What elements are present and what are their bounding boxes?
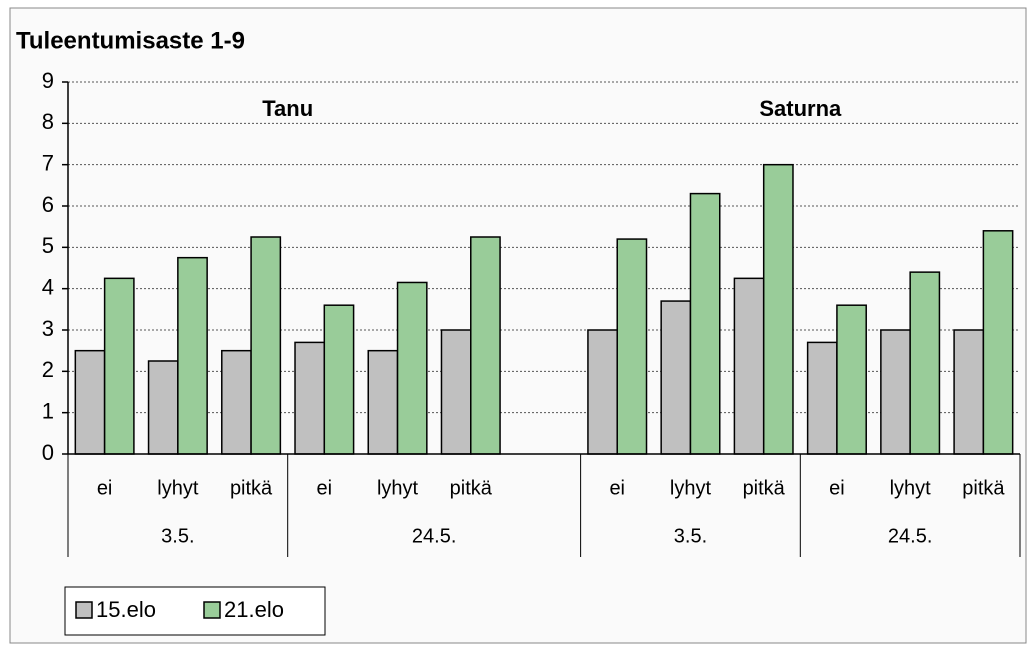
y-tick-label: 6 (42, 192, 54, 217)
y-tick-label: 4 (42, 274, 54, 299)
bar (294, 341, 326, 455)
y-tick-label: 9 (42, 68, 54, 93)
bar (762, 163, 794, 455)
y-tick-label: 0 (42, 440, 54, 465)
bar (880, 329, 911, 455)
bar (147, 360, 179, 455)
bar (367, 349, 399, 455)
x-tick-label: lyhyt (890, 477, 932, 499)
x-tick-label: lyhyt (157, 477, 199, 499)
y-tick-label: 7 (42, 150, 54, 175)
bar (177, 256, 208, 455)
chart-title: Tuleentumisaste 1-9 (16, 27, 245, 54)
bar (836, 304, 867, 455)
legend-swatch (203, 601, 221, 619)
bar (982, 230, 1014, 455)
x-tick-label: ei (317, 477, 333, 499)
bar (733, 277, 765, 455)
date-label: 3.5. (161, 525, 194, 547)
bar (616, 238, 648, 455)
bar (103, 277, 135, 455)
bar (74, 349, 106, 455)
x-tick-label: ei (609, 477, 625, 499)
bar (470, 236, 501, 455)
x-tick-label: pitkä (450, 477, 493, 499)
legend-label: 21.elo (224, 597, 284, 622)
bar (909, 271, 941, 455)
date-label: 24.5. (888, 525, 932, 547)
bar (953, 329, 985, 455)
site-label: Tanu (262, 96, 313, 121)
x-tick-label: pitkä (743, 477, 786, 499)
y-tick-label: 5 (42, 233, 54, 258)
x-tick-label: lyhyt (377, 477, 419, 499)
bar (660, 300, 692, 455)
y-tick-label: 1 (42, 398, 54, 423)
x-tick-label: ei (97, 477, 113, 499)
date-label: 24.5. (412, 525, 456, 547)
chart-area (9, 7, 1027, 644)
bar (396, 281, 428, 455)
bar (587, 329, 618, 455)
x-tick-label: lyhyt (670, 477, 712, 499)
bar (689, 192, 721, 455)
bar (806, 341, 838, 455)
bar (221, 349, 252, 455)
y-tick-label: 2 (42, 357, 54, 382)
bar (323, 304, 355, 455)
site-label: Saturna (759, 96, 842, 121)
legend-label: 15.elo (96, 597, 156, 622)
y-tick-label: 3 (42, 316, 54, 341)
bar (440, 329, 472, 455)
x-tick-label: pitkä (962, 477, 1005, 499)
x-tick-label: ei (829, 477, 845, 499)
x-tick-label: pitkä (230, 477, 273, 499)
y-tick-label: 8 (42, 109, 54, 134)
legend-box (64, 586, 326, 636)
bar (250, 236, 282, 455)
legend-swatch (75, 601, 93, 619)
date-label: 3.5. (674, 525, 707, 547)
